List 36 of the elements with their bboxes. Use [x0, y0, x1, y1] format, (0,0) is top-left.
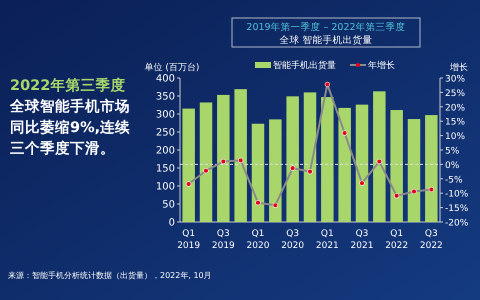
x-tick-label: Q3 2020 [281, 229, 304, 251]
y2-tick-label: -15% [445, 204, 469, 214]
y2-tick-label: 30% [445, 74, 466, 84]
y-tick-label: 350 [156, 92, 175, 102]
y-tick-label: 0 [168, 218, 175, 228]
y2-axis-title: 增长 [449, 62, 468, 73]
x-tick-label: Q1 2021 [316, 229, 339, 251]
y-tick-label: 250 [156, 128, 175, 138]
y-tick-label: 150 [156, 164, 175, 174]
x-tick-label: Q3 2021 [350, 229, 374, 251]
y2-tick-label: -10% [445, 190, 469, 200]
chart-title: 2019年第一季度 – 2022年第三季度 [246, 21, 406, 33]
x-tick-label: Q3 2022 [420, 229, 443, 251]
y2-tick-label: 0% [445, 160, 460, 171]
text: 2022年第三季度全球智能手机市场同比萎缩9%,连续三个季度下滑。 [9, 76, 132, 157]
legend-label: 年增长 [368, 60, 395, 71]
x-tick-label: Q1 2022 [385, 229, 408, 251]
y2-tick-label: 10% [445, 132, 466, 142]
chart-subtitle: 全球 智能手机出货量 [279, 34, 373, 46]
y2-tick-label: 25% [445, 88, 466, 99]
x-tick-label: Q1 2019 [177, 229, 200, 251]
y-tick-label: 200 [156, 146, 175, 156]
y2-tick-label: -20% [445, 218, 469, 228]
y-tick-label: 300 [156, 110, 175, 120]
y-tick-label: 100 [156, 182, 175, 192]
y-tick-label: 50 [162, 200, 175, 210]
x-tick-label: Q3 2019 [212, 229, 236, 251]
source-note: 来源：智能手机分析统计数据（出货量），2022年, 10月 [8, 271, 212, 280]
y-tick-label: 400 [156, 74, 175, 84]
y2-tick-label: -5% [445, 175, 463, 186]
x-tick-label: Q1 2020 [246, 229, 270, 251]
y-axis-title: 单位 (百万台) [144, 62, 200, 73]
legend-label: 智能手机出货量 [273, 60, 336, 71]
y2-tick-label: 15% [445, 118, 466, 128]
y2-tick-label: 5% [445, 146, 460, 156]
y2-tick-label: 20% [445, 103, 466, 114]
